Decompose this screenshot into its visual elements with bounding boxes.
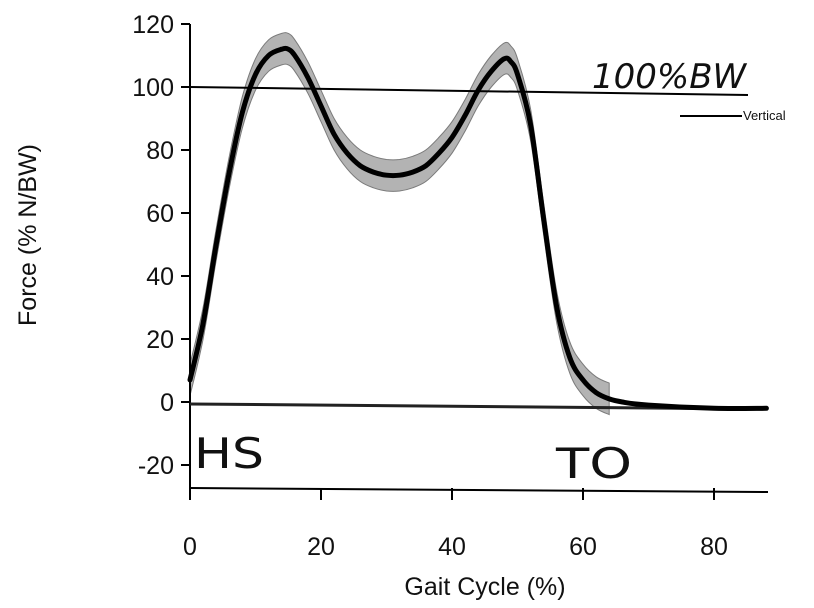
- x-tick-label: 40: [438, 533, 466, 561]
- y-tick-label: 100: [132, 74, 174, 102]
- y-tick-label: 20: [146, 326, 174, 354]
- variability-band: [189, 32, 610, 416]
- x-axis-title: Gait Cycle (%): [404, 573, 565, 601]
- y-tick-label: 60: [146, 200, 174, 228]
- x-tick-label: 80: [700, 533, 728, 561]
- y-tick-label: -20: [138, 452, 174, 480]
- legend: Vertical: [680, 108, 786, 123]
- x-tick-label: 0: [183, 533, 197, 561]
- x-tick-label: 20: [307, 533, 335, 561]
- annotation-to: TO: [555, 439, 632, 488]
- legend-label-vertical: Vertical: [743, 108, 786, 123]
- x-tick-label: 60: [569, 533, 597, 561]
- y-axis-title: Force (% N/BW): [14, 144, 42, 326]
- y-tick-label: 40: [146, 263, 174, 291]
- y-tick-label: 0: [160, 389, 174, 417]
- series-line-vertical: [187, 45, 769, 412]
- reference-line-label: 100%BW: [592, 57, 748, 97]
- annotation-hs: HS: [194, 429, 264, 478]
- y-tick-label: 120: [132, 11, 174, 39]
- x-axis-line: [189, 487, 769, 493]
- y-tick-label: 80: [146, 137, 174, 165]
- series-band-vertical: [189, 32, 610, 416]
- reference-line-100-bw: [189, 86, 749, 96]
- tick-group: -20 0 20 40 60 80 100 120 0 20 40 60 80: [132, 11, 728, 561]
